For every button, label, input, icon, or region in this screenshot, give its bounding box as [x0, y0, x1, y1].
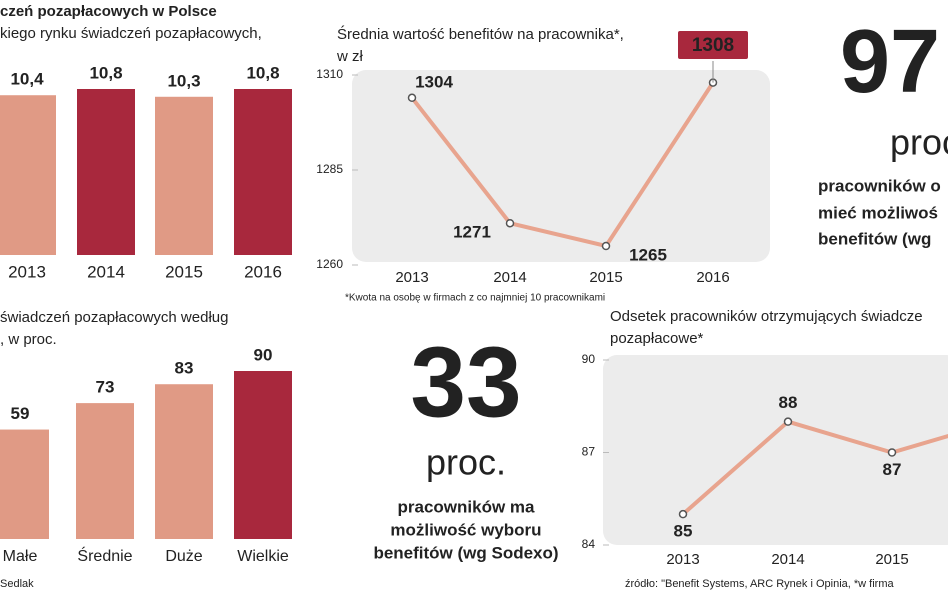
bar [75, 87, 137, 257]
x-tick-label: 2013 [395, 269, 428, 286]
x-tick-label: Duże [165, 548, 202, 565]
line [681, 419, 948, 516]
value-label: 1308 [692, 35, 734, 56]
x-tick-label: 2015 [875, 551, 908, 568]
bar [74, 401, 136, 541]
chart-title: Odsetek pracowników otrzymujących świadc… [610, 308, 923, 325]
x-tick-label: 2016 [696, 269, 729, 286]
x-tick-label: 2015 [589, 269, 622, 286]
chart-subtitle: kiego rynku świadczeń pozapłacowych, [0, 25, 262, 42]
chart-subtitle: , w proc. [0, 331, 57, 348]
value-label: 1265 [629, 245, 667, 264]
callout-number: 97 [840, 12, 940, 112]
x-tick-label: 2014 [493, 269, 526, 286]
value-label: 83 [175, 359, 194, 378]
callout-unit: proc. [426, 442, 506, 483]
plot-area [603, 355, 948, 545]
value-label: 73 [96, 378, 115, 397]
value-label: 10,8 [89, 63, 122, 82]
value-label: 87 [883, 460, 902, 479]
plot-area [352, 70, 770, 262]
bar [0, 427, 51, 541]
credit: Sedlak [0, 578, 34, 590]
value-label: 10,8 [246, 63, 279, 82]
x-tick-label: Wielkie [237, 548, 289, 565]
value-label: 59 [11, 404, 30, 423]
bar [232, 87, 294, 257]
x-tick-label: 2013 [8, 262, 46, 281]
footnote: *Kwota na osobę w firmach z co najmniej … [345, 293, 605, 304]
point [887, 448, 897, 457]
value-label: 1304 [415, 72, 453, 91]
callout-text: pracowników ma [398, 497, 536, 516]
chart-title: czeń pozapłacowych w Polsce [0, 3, 217, 20]
bar [0, 93, 58, 257]
callout-unit: proc. [890, 122, 948, 163]
callout-text: benefitów (wg [818, 229, 931, 248]
point [407, 93, 417, 103]
point [505, 218, 515, 228]
source: źródło: "Benefit Systems, ARC Rynek i Op… [625, 578, 894, 590]
x-tick-label: 2015 [165, 262, 203, 281]
chart-title: Średnia wartość benefitów na pracownika*… [337, 25, 624, 43]
y-tick-label: 90 [582, 352, 596, 366]
highlight-box [676, 29, 750, 61]
chart-title: świadczeń pozapłacowych według [0, 309, 228, 326]
line [410, 81, 715, 249]
point [601, 241, 611, 251]
value-label: 88 [779, 393, 798, 412]
callout-number: 33 [410, 326, 521, 438]
value-label: 10,4 [10, 70, 44, 89]
x-tick-label: 2014 [771, 551, 804, 568]
value-label: 85 [674, 522, 693, 541]
x-tick-label: Średnie [77, 546, 132, 565]
callout-text: możliwość wyboru [390, 520, 541, 539]
x-tick-label: 2014 [87, 262, 125, 281]
value-label: 1271 [453, 223, 491, 242]
y-tick-label: 1285 [316, 162, 343, 176]
x-tick-label: Małe [3, 548, 38, 565]
y-tick-label: 1260 [316, 257, 343, 271]
y-tick-label: 1310 [316, 67, 343, 81]
chart-subtitle: pozapłacowe* [610, 330, 704, 347]
bar [153, 94, 215, 258]
y-tick-label: 87 [582, 445, 596, 459]
point [783, 417, 793, 426]
value-label: 10,3 [167, 71, 200, 90]
bar [153, 382, 215, 541]
y-tick-label: 84 [582, 537, 596, 551]
chart-subtitle: w zł [336, 48, 364, 65]
callout-text: mieć możliwoś [818, 203, 938, 222]
value-label: 90 [254, 345, 273, 364]
x-tick-label: 2013 [666, 551, 699, 568]
callout-text: pracowników o [818, 176, 941, 195]
bar [232, 369, 294, 541]
callout-text: benefitów (wg Sodexo) [373, 543, 558, 562]
x-tick-label: 2016 [244, 262, 282, 281]
point [678, 509, 688, 519]
